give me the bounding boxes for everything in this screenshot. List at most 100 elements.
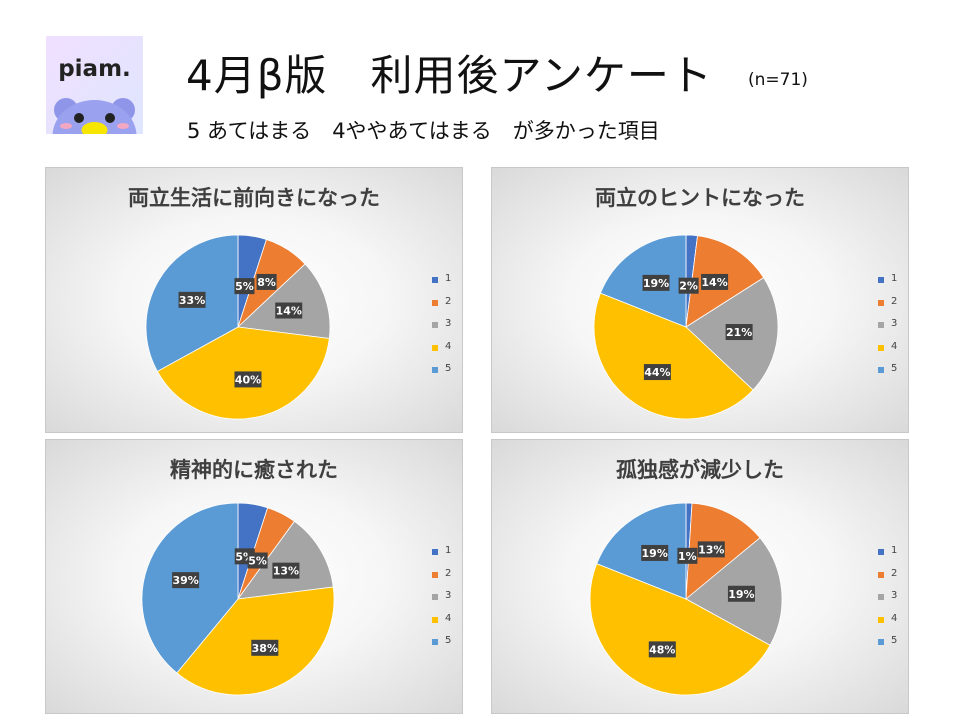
chart-panel-loneliness: 孤独感が減少した 1% 13% 19% 48% 19% 1 2 3 4 5 xyxy=(491,439,909,714)
legend-swatch xyxy=(878,571,884,578)
legend-label: 2 xyxy=(445,567,452,579)
data-label-text: 33% xyxy=(179,294,205,307)
data-label-4: 44% xyxy=(643,364,671,381)
pie-slice-4 xyxy=(589,563,771,696)
data-label-text: 19% xyxy=(643,277,669,290)
pie-chart: 1% 13% 19% 48% 19% xyxy=(589,502,783,696)
legend-label: 2 xyxy=(891,295,898,307)
legend-swatch xyxy=(878,549,884,555)
page-title: 4月β版 利用後アンケート xyxy=(186,51,713,100)
data-label-box xyxy=(727,585,755,602)
chart-title: 孤独感が減少した xyxy=(616,458,784,482)
data-label-5: 19% xyxy=(641,544,669,561)
data-label-text: 19% xyxy=(642,547,668,560)
chart-title: 両立のヒントになった xyxy=(595,186,805,210)
legend-swatch xyxy=(878,639,884,645)
data-label-text: 13% xyxy=(273,565,299,578)
data-label-4: 40% xyxy=(234,371,262,388)
legend-swatch xyxy=(432,616,438,623)
pie-chart: 2% 14% 21% 44% 19% xyxy=(593,234,779,420)
legend-swatch xyxy=(878,299,884,306)
data-label-box xyxy=(641,544,669,561)
legend-label: 1 xyxy=(445,273,452,284)
data-label-box xyxy=(725,324,753,341)
legend-swatch xyxy=(432,549,438,555)
data-label-box xyxy=(178,291,206,308)
legend-label: 4 xyxy=(445,612,452,624)
data-label-text: 5% xyxy=(248,555,267,568)
data-label-2: 14% xyxy=(701,273,729,290)
data-label-2: 13% xyxy=(697,541,725,558)
legend-label: 4 xyxy=(891,612,898,624)
legend-label: 3 xyxy=(445,318,452,329)
data-label-text: 38% xyxy=(252,642,278,655)
data-label-box xyxy=(701,273,729,290)
pie-slice-4 xyxy=(593,292,754,420)
data-label-box xyxy=(642,274,670,291)
data-label-3: 19% xyxy=(727,585,755,602)
legend-label: 3 xyxy=(891,318,898,329)
data-label-box xyxy=(697,541,725,558)
chart-title: 精神的に癒された xyxy=(170,458,338,482)
data-label-text: 44% xyxy=(644,366,670,379)
data-label-3: 21% xyxy=(725,324,753,341)
piam-logo: piam. xyxy=(46,36,143,134)
data-label-5: 33% xyxy=(178,291,206,308)
page-subtitle: 5 あてはまる 4ややあてはまる が多かった項目 xyxy=(187,119,660,143)
data-label-text: 14% xyxy=(701,276,727,289)
data-label-text: 48% xyxy=(649,643,675,656)
legend-swatch xyxy=(878,594,884,600)
data-label-4: 48% xyxy=(648,641,676,658)
legend-label: 5 xyxy=(445,363,452,374)
data-label-5: 19% xyxy=(642,274,670,291)
legend-swatch xyxy=(432,344,438,351)
pie-chart: 5% 8% 14% 40% 33% xyxy=(145,234,331,420)
data-label-text: 19% xyxy=(728,588,754,601)
pie-slice-3 xyxy=(237,263,331,339)
legend-label: 2 xyxy=(891,567,898,579)
legend-label: 4 xyxy=(445,340,452,352)
data-label-box xyxy=(648,641,676,658)
data-label-5: 39% xyxy=(172,572,200,589)
data-label-text: 21% xyxy=(726,326,752,339)
data-label-text: 8% xyxy=(257,276,276,289)
data-label-box xyxy=(234,278,255,295)
legend-swatch xyxy=(432,299,438,306)
data-label-box xyxy=(247,552,268,569)
data-label-text: 13% xyxy=(698,543,724,556)
legend-swatch xyxy=(432,322,438,328)
data-label-text: 39% xyxy=(172,574,198,587)
legend-swatch xyxy=(432,367,438,373)
data-label-box xyxy=(172,572,200,589)
data-label-text: 2% xyxy=(679,280,698,293)
bear-mascot-icon xyxy=(52,98,137,134)
legend-swatch xyxy=(432,639,438,645)
data-label-box xyxy=(256,273,277,290)
chart-title: 両立生活に前向きになった xyxy=(128,186,380,210)
data-label-text: 1% xyxy=(678,550,697,563)
legend-swatch xyxy=(878,344,884,351)
legend-label: 5 xyxy=(445,635,452,646)
chart-panel-hint: 両立のヒントになった 2% 14% 21% 44% 19% 1 2 3 4 5 xyxy=(491,167,909,433)
data-label-2: 8% xyxy=(256,273,277,290)
logo-text: piam. xyxy=(58,56,131,82)
pie-chart: 5%5%13%38%39% xyxy=(141,502,335,696)
data-label-box xyxy=(677,547,698,564)
data-label-box xyxy=(275,302,303,319)
data-label-box xyxy=(272,562,300,579)
pie-slice-3 xyxy=(237,520,334,600)
data-label-1: 2% xyxy=(678,277,699,294)
legend-swatch xyxy=(878,616,884,623)
data-label-2: 5% xyxy=(247,552,268,569)
data-label-3: 13% xyxy=(272,562,300,579)
legend-swatch xyxy=(432,277,438,283)
data-label-3: 14% xyxy=(275,302,303,319)
legend-swatch xyxy=(432,594,438,600)
legend-label: 1 xyxy=(891,273,898,284)
data-label-text: 40% xyxy=(235,373,261,386)
data-label-text: 14% xyxy=(276,305,302,318)
data-label-box xyxy=(251,639,279,656)
data-label-box xyxy=(234,371,262,388)
sample-size-label: (n=71) xyxy=(748,70,808,90)
